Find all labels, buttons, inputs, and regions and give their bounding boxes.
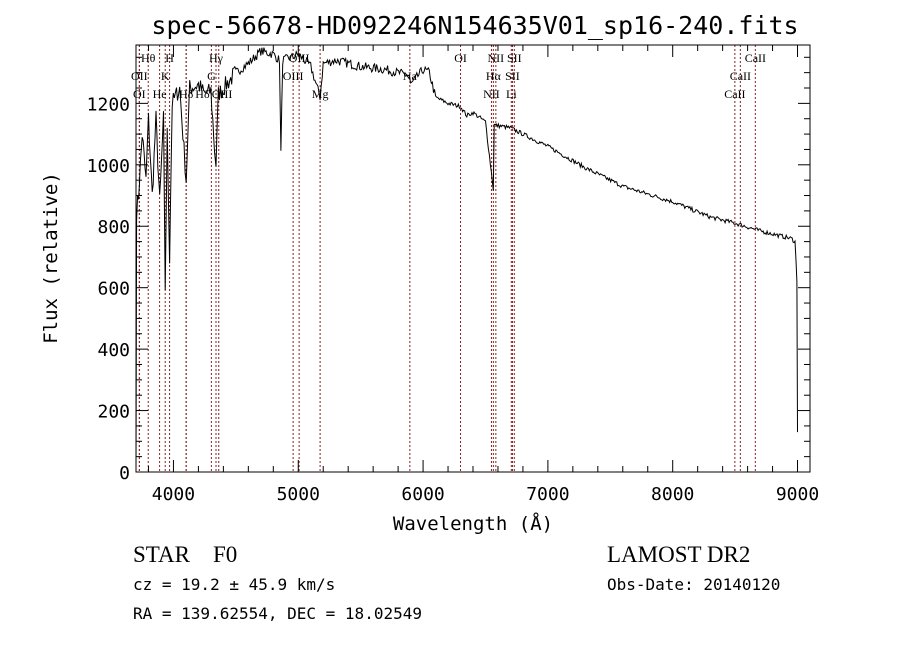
- subclass: F0: [213, 542, 237, 567]
- x-tick-label: 9000: [776, 484, 819, 505]
- line-label: Li: [506, 87, 517, 101]
- y-axis-label: Flux (relative): [40, 172, 62, 344]
- x-tick-label: 4000: [152, 484, 195, 505]
- line-label: SII: [507, 51, 522, 65]
- line-label: CaII: [724, 87, 745, 101]
- line-label: NII: [488, 51, 505, 65]
- y-tick-label: 0: [119, 463, 130, 484]
- object-class: STAR: [133, 542, 191, 567]
- line-label: Hδ: [179, 87, 194, 101]
- y-tick-label: 1000: [87, 156, 130, 177]
- obs-date: Obs-Date: 20140120: [607, 575, 780, 594]
- line-label: OI: [454, 51, 467, 65]
- line-label: Hα: [486, 69, 502, 83]
- y-tick-label: 1200: [87, 94, 130, 115]
- axis-ticks: 4000 5000 6000 7000 8000 9000 0 200 400 600 800 100…: [87, 45, 819, 505]
- x-tick-label: 8000: [651, 484, 694, 505]
- line-label: He: [153, 87, 167, 101]
- line-label: NII: [483, 87, 500, 101]
- redshift: cz = 19.2 ± 45.9 km/s: [133, 575, 335, 594]
- x-axis-label: Wavelength (Å): [393, 512, 553, 535]
- line-label: SII: [505, 69, 520, 83]
- y-tick-label: 800: [97, 217, 130, 238]
- line-label: G: [207, 69, 216, 83]
- coordinates: RA = 139.62554, DEC = 18.02549: [133, 604, 422, 623]
- x-tick-label: 7000: [526, 484, 569, 505]
- line-label: OI: [133, 87, 146, 101]
- line-label: H: [165, 51, 174, 65]
- x-tick-label: 6000: [401, 484, 444, 505]
- line-label: CaII: [730, 69, 751, 83]
- line-label: Hγ: [209, 51, 224, 65]
- spectrum-line: [135, 47, 798, 473]
- line-label: OII: [131, 69, 148, 83]
- line-label: OIII: [283, 69, 304, 83]
- y-tick-label: 400: [97, 340, 130, 361]
- line-label: K: [161, 69, 170, 83]
- plot-frame: [135, 44, 811, 473]
- chart-title: spec-56678-HD092246N154635V01_sp16-240.f…: [151, 11, 798, 40]
- line-label: CaII: [745, 51, 766, 65]
- x-tick-label: 5000: [277, 484, 320, 505]
- survey: LAMOST DR2: [607, 542, 750, 567]
- y-tick-label: 600: [97, 279, 130, 300]
- line-label: Hθ: [141, 51, 156, 65]
- y-tick-label: 200: [97, 402, 130, 423]
